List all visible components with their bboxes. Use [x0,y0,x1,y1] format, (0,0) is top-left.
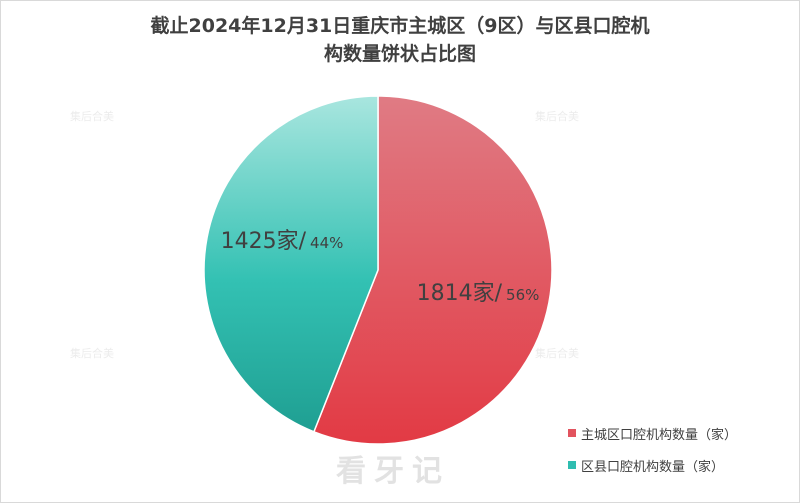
watermark-tile: 集后合美 [70,110,114,123]
pie-slice [312,95,553,445]
legend-swatch [568,429,576,437]
legend-item-main-city: 主城区口腔机构数量（家） [568,423,737,443]
legend-item-counties: 区县口腔机构数量（家） [568,455,737,475]
legend: 主城区口腔机构数量（家） 区县口腔机构数量（家） [568,423,737,487]
legend-label: 区县口腔机构数量（家） [581,459,725,475]
chart-title-line2: 构数量饼状占比图 [323,43,476,65]
pie-slice [203,95,379,433]
legend-swatch [568,461,576,469]
legend-label: 主城区口腔机构数量（家） [581,427,738,443]
chart-title: 截止2024年12月31日重庆市主城区（9区）与区县口腔机 构数量饼状占比图 [60,12,740,68]
slice-data-label: 1425家/44% [221,229,344,254]
watermark-tile: 集后合美 [70,347,114,360]
chart-title-line1: 截止2024年12月31日重庆市主城区（9区）与区县口腔机 [150,15,650,37]
slice-data-label: 1814家/56% [417,281,540,306]
watermark-tile: 集后合美 [535,347,579,360]
watermark-tile: 集后合美 [535,110,579,123]
watermark-brand: 看牙记 [336,454,450,489]
